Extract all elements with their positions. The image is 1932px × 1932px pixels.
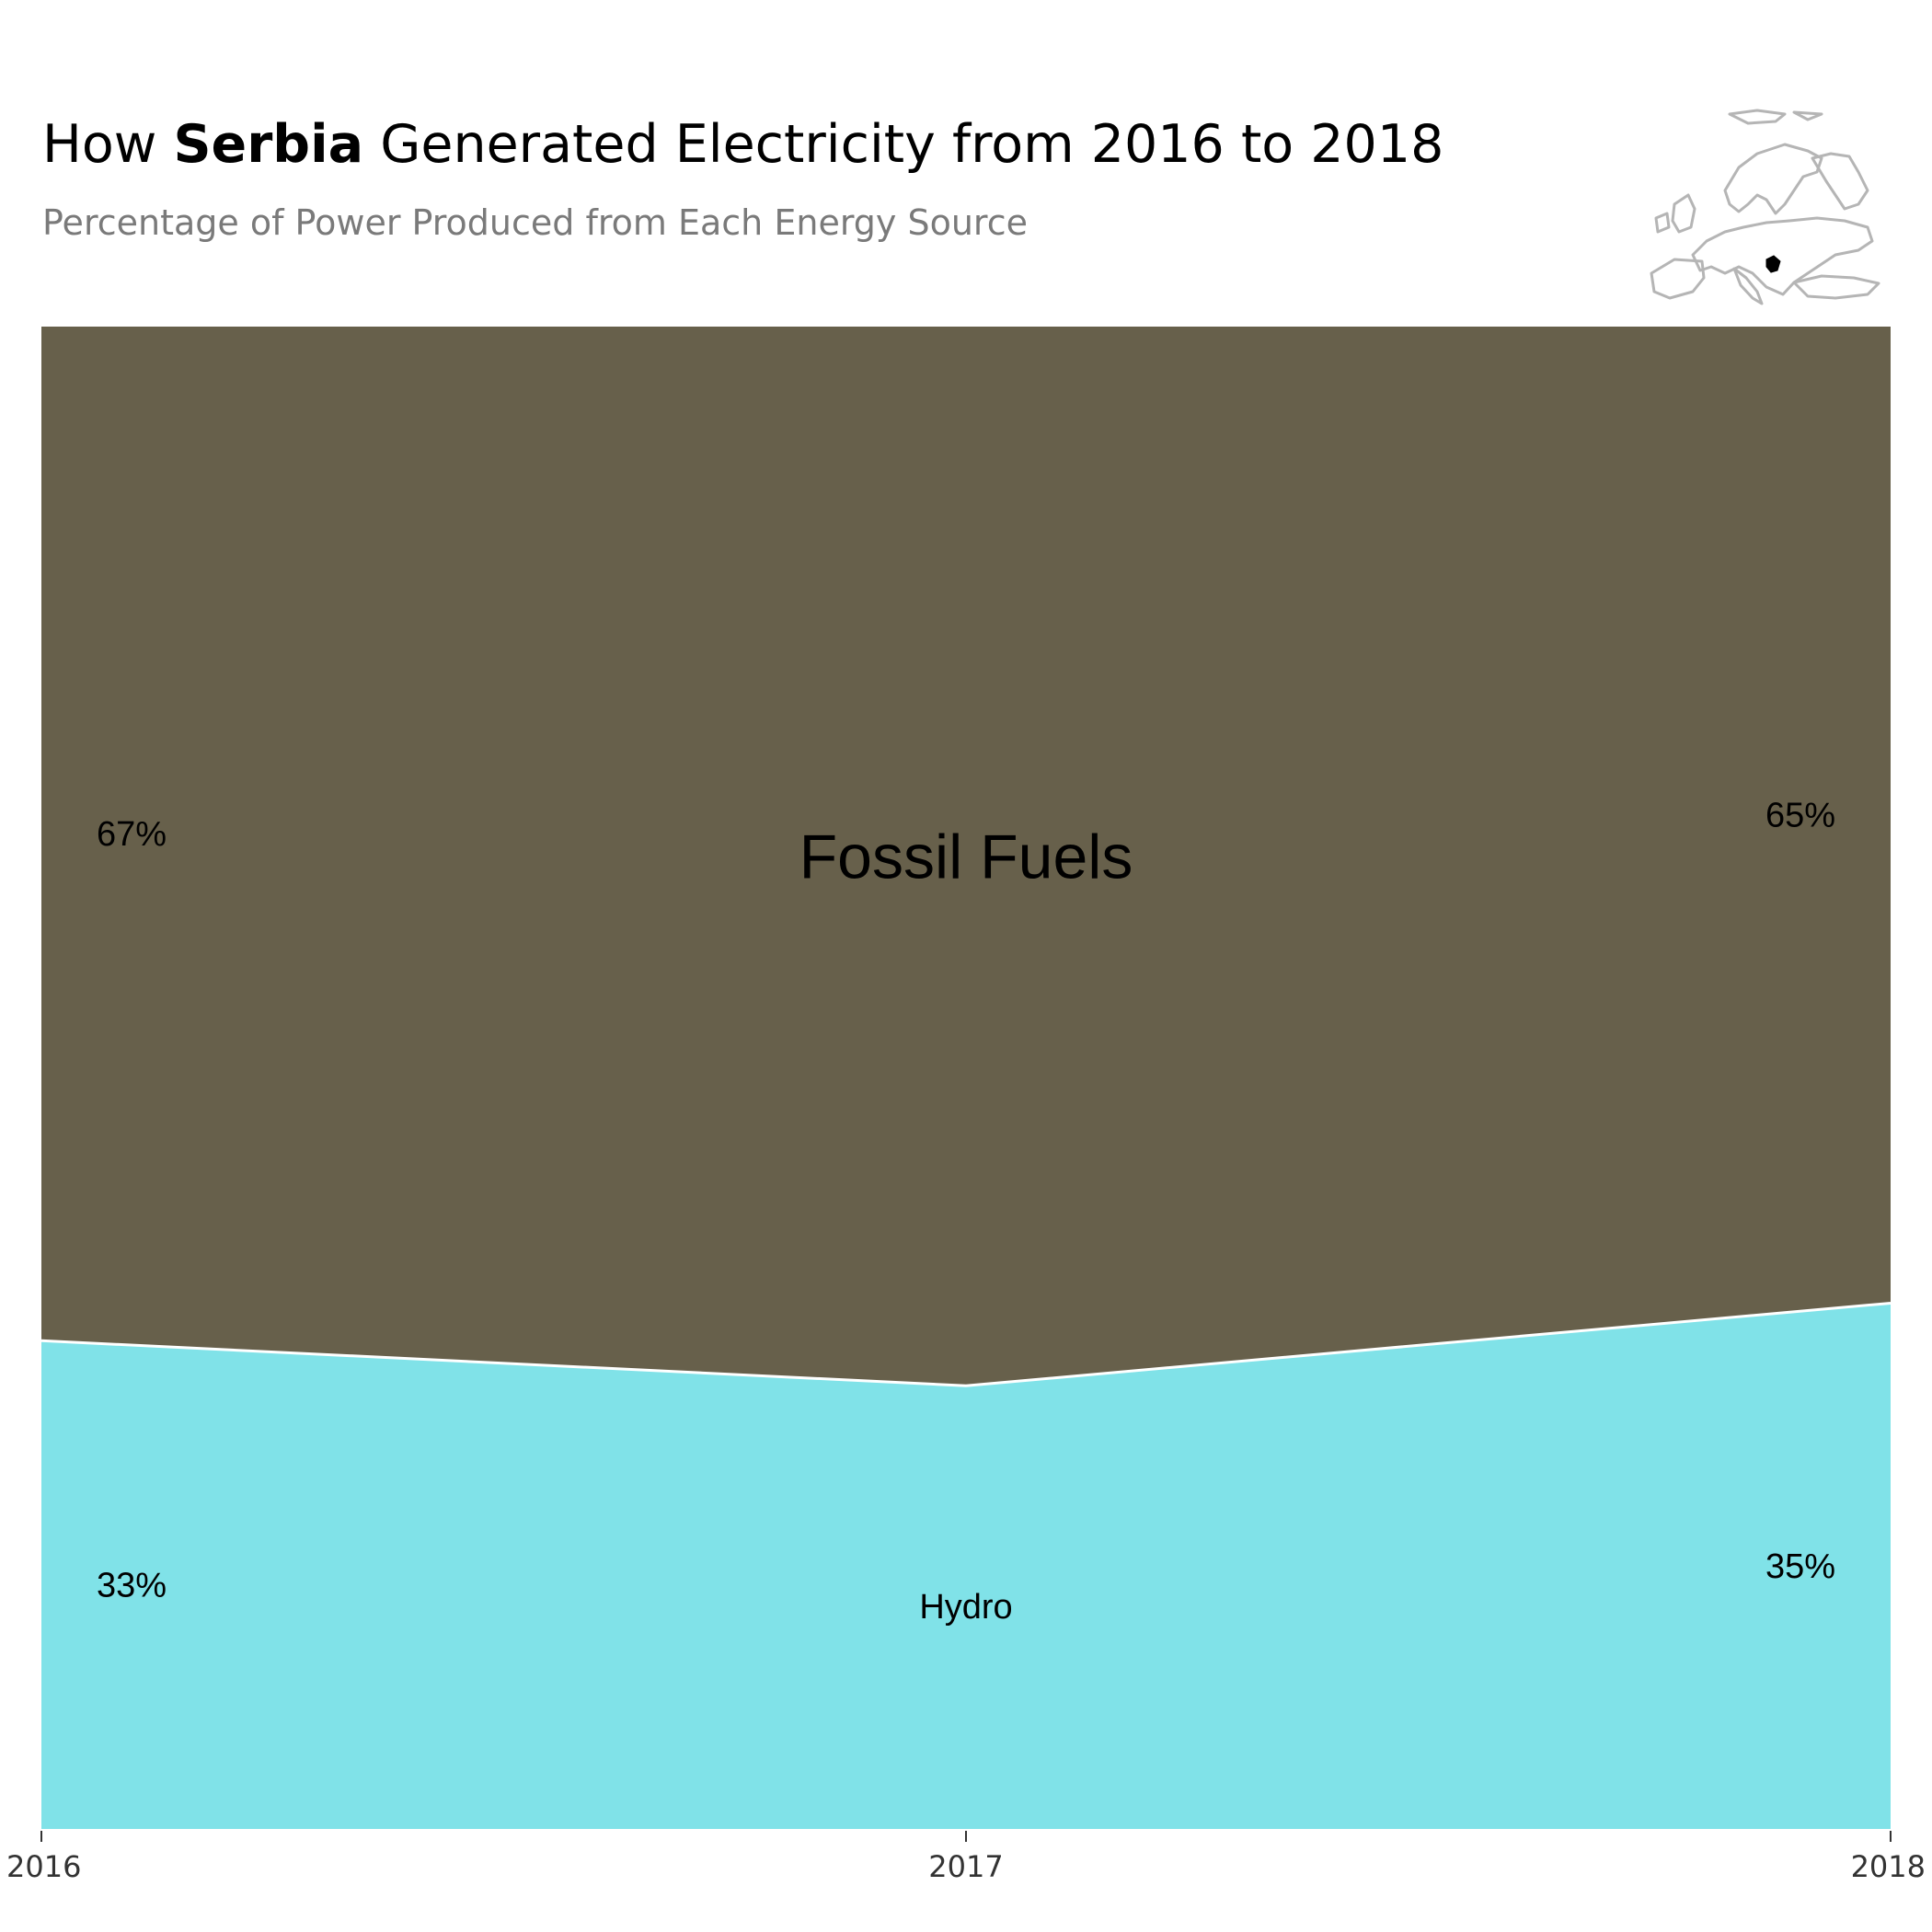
title-suffix: Generated Electricity from 2016 to 2018 <box>363 114 1444 175</box>
area-fossil-fuels <box>41 327 1891 1386</box>
map-svalbard <box>1728 109 1823 125</box>
x-tick-label: 2017 <box>928 1849 1003 1884</box>
title-country: Serbia <box>173 114 364 175</box>
band-boundary-line <box>40 1301 1892 1387</box>
europe-locator-map <box>1650 109 1880 305</box>
series-label-fossil-fuels: Fossil Fuels <box>799 822 1133 892</box>
chart-title: How Serbia Generated Electricity from 20… <box>42 114 1443 175</box>
title-prefix: How <box>42 114 174 175</box>
end-value-label-fossil-fuels: 65% <box>1765 797 1835 835</box>
map-continent <box>1691 216 1874 296</box>
map-turkey <box>1792 274 1880 300</box>
map-british-isles <box>1654 193 1696 234</box>
x-tick-label: 2016 <box>6 1849 81 1884</box>
x-tick-label: 2018 <box>1851 1849 1926 1884</box>
map-finland-russia <box>1811 152 1869 211</box>
area-hydro <box>41 1303 1891 1829</box>
chart-subtitle: Percentage of Power Produced from Each E… <box>42 202 1028 243</box>
map-serbia-highlight <box>1765 255 1781 273</box>
series-label-hydro: Hydro <box>919 1588 1012 1627</box>
end-value-label-hydro: 35% <box>1765 1547 1835 1586</box>
map-iberia <box>1650 258 1706 300</box>
map-scandinavia <box>1723 143 1823 215</box>
start-value-label-fossil-fuels: 67% <box>97 815 167 854</box>
start-value-label-hydro: 33% <box>97 1567 167 1605</box>
map-italy <box>1732 267 1764 305</box>
